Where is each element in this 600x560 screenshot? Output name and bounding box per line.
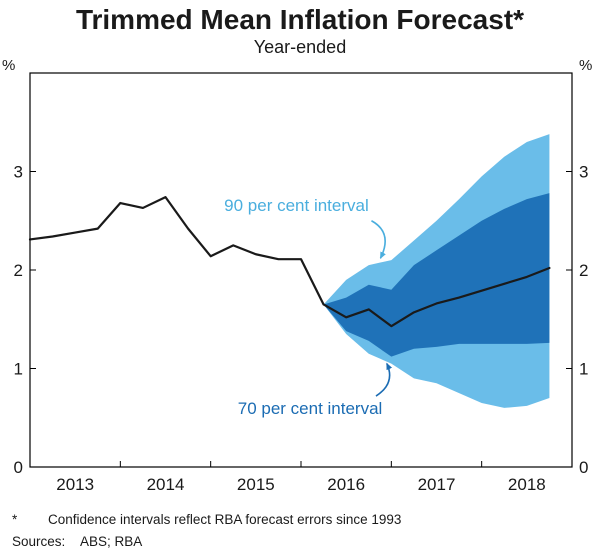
footnotes: * Confidence intervals reflect RBA forec…: [0, 506, 600, 550]
y-tick-label-right: 1: [579, 360, 588, 379]
x-tick-label: 2017: [418, 475, 456, 494]
annotation-70: 70 per cent interval: [238, 399, 383, 418]
y-tick-label-left: 2: [14, 261, 23, 280]
chart-subtitle: Year-ended: [253, 37, 347, 57]
y-axis-unit-left: %: [2, 58, 15, 74]
annotation-arrow-90: [371, 220, 386, 260]
chart-page: Trimmed Mean Inflation Forecast* Year-en…: [0, 4, 600, 550]
y-tick-label-right: 0: [579, 458, 588, 477]
inflation-line: [28, 196, 551, 328]
y-tick-label-left: 1: [14, 360, 23, 379]
footnote-text: Confidence intervals reflect RBA forecas…: [48, 512, 402, 527]
x-tick-label: 2015: [237, 475, 275, 494]
chart-title: Trimmed Mean Inflation Forecast*: [75, 4, 525, 35]
sources-label: Sources:: [12, 534, 66, 549]
footnote-marker: *: [12, 512, 18, 527]
x-tick-label: 2013: [56, 475, 94, 494]
y-tick-label-right: 2: [579, 261, 588, 280]
x-tick-label: 2018: [508, 475, 546, 494]
annotation-90: 90 per cent interval: [224, 196, 369, 215]
sources-row: Sources: ABS; RBA: [12, 534, 588, 550]
annotation-arrow-70: [375, 362, 393, 397]
y-axis-unit-right: %: [579, 58, 592, 74]
sources-text: ABS; RBA: [80, 534, 143, 549]
y-tick-label-right: 3: [579, 163, 588, 182]
band-70: [323, 193, 550, 357]
x-tick-label: 2016: [327, 475, 365, 494]
y-tick-label-left: 0: [14, 458, 23, 477]
footnote-row: * Confidence intervals reflect RBA forec…: [12, 512, 588, 528]
y-tick-label-left: 3: [14, 163, 23, 182]
x-tick-label: 2014: [147, 475, 185, 494]
fan-chart: 0 0 1 1 2 2 3 3% % 2013 2014 2015 2016 2017 2018 90 per…: [2, 58, 592, 494]
